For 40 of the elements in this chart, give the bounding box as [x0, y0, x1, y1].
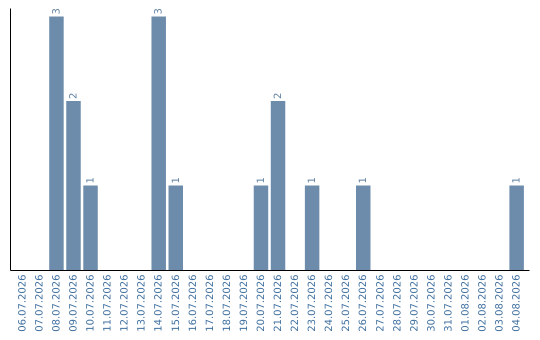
x-tick-label: 27.07.2026 — [375, 274, 386, 332]
x-tick-label: 16.07.2026 — [188, 274, 199, 332]
x-tick-label: 09.07.2026 — [68, 274, 80, 332]
data-label: 3 — [154, 8, 165, 14]
x-tick-label: 10.07.2026 — [86, 274, 97, 332]
x-tick-label: 01.08.2026 — [460, 274, 472, 332]
x-tick-label: 20.07.2026 — [256, 274, 267, 332]
data-label: 2 — [273, 92, 284, 99]
x-tick-label: 17.07.2026 — [204, 274, 216, 332]
data-label: 1 — [358, 177, 370, 184]
data-label: 1 — [512, 177, 523, 184]
x-tick-label: 23.07.2026 — [307, 274, 318, 332]
x-tick-label: 31.07.2026 — [443, 274, 454, 332]
x-tick-label: 15.07.2026 — [170, 274, 182, 332]
x-tick-label: 29.07.2026 — [409, 274, 420, 332]
x-tick-label: 21.07.2026 — [273, 274, 284, 332]
data-label: 3 — [51, 8, 62, 14]
x-tick-label: 14.07.2026 — [154, 274, 165, 332]
x-tick-label: 13.07.2026 — [136, 274, 148, 332]
x-tick-label: 07.07.2026 — [34, 274, 46, 332]
x-tick-label: 06.07.2026 — [17, 274, 28, 332]
x-tick-label: 30.07.2026 — [426, 274, 438, 332]
x-tick-label: 24.07.2026 — [324, 274, 336, 332]
data-label: 1 — [86, 177, 97, 184]
data-label: 1 — [170, 177, 182, 184]
x-tick-label: 12.07.2026 — [120, 274, 131, 332]
x-tick-label: 03.08.2026 — [494, 274, 506, 332]
x-tick-label: 04.08.2026 — [512, 274, 523, 332]
x-tick-label: 08.07.2026 — [51, 274, 62, 332]
x-tick-label: 26.07.2026 — [358, 274, 370, 332]
data-label: 1 — [256, 177, 267, 184]
data-label: 2 — [68, 92, 80, 99]
x-tick-label: 28.07.2026 — [392, 274, 404, 332]
data-label: 1 — [307, 177, 318, 184]
x-tick-label: 11.07.2026 — [102, 274, 114, 332]
x-tick-label: 02.08.2026 — [478, 274, 489, 332]
x-tick-label: 19.07.2026 — [238, 274, 250, 332]
x-tick-label: 22.07.2026 — [290, 274, 302, 332]
x-tick-label: 18.07.2026 — [222, 274, 233, 332]
x-tick-label: 25.07.2026 — [341, 274, 352, 332]
